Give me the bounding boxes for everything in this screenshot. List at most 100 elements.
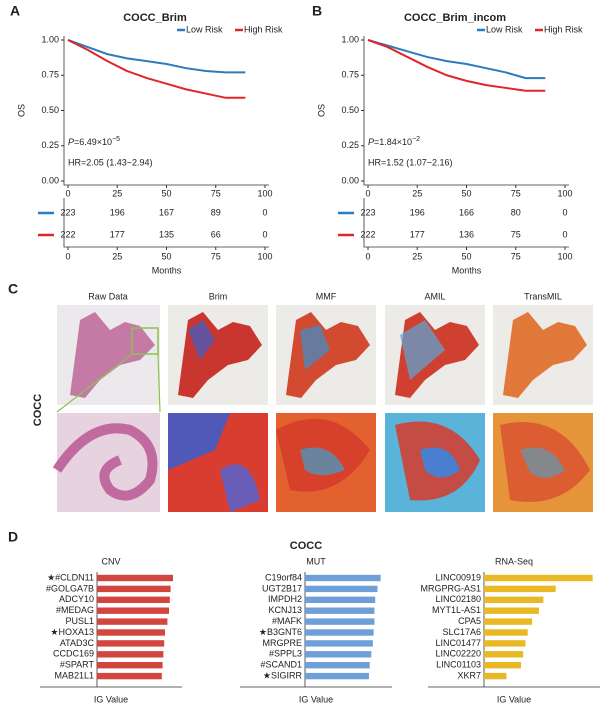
- at-risk-count: 196: [410, 207, 425, 217]
- legend-label: High Risk: [244, 24, 283, 34]
- x-tick-label: 0: [65, 188, 70, 198]
- legend-label: Low Risk: [486, 24, 523, 34]
- category-label: CPA5: [458, 616, 481, 626]
- x-tick-label: 100: [557, 188, 572, 198]
- at-risk-count: 222: [60, 229, 75, 239]
- panel-label: A: [10, 3, 20, 19]
- bar: [484, 629, 528, 636]
- y-tick-label: 1.00: [341, 34, 359, 44]
- x-tick-label: 25: [112, 251, 122, 261]
- x-tick-label: 75: [511, 251, 521, 261]
- category-label: LINC02220: [435, 649, 481, 659]
- table-axis: [363, 198, 569, 248]
- legend-label: High Risk: [544, 24, 583, 34]
- x-axis-label: Months: [452, 265, 482, 275]
- x-tick-label: 25: [412, 188, 422, 198]
- p-text: =6.49×10: [74, 137, 112, 147]
- at-risk-count: 223: [360, 207, 375, 217]
- at-risk-count: 0: [262, 207, 267, 217]
- bar: [484, 672, 507, 680]
- category-label: #MEDAG: [56, 605, 94, 615]
- bar: [484, 662, 521, 669]
- bar: [97, 662, 163, 669]
- bar: [305, 607, 375, 614]
- x-tick-label: 75: [511, 188, 521, 198]
- column-label: TransMIL: [524, 291, 562, 301]
- category-label: KCNJ13: [268, 605, 302, 615]
- panel-title: COCC: [290, 540, 322, 552]
- category-label: ★#CLDN11: [47, 572, 94, 582]
- bar: [305, 672, 369, 680]
- y-tick-label: 0.00: [41, 175, 59, 185]
- y-tick-label: 0.75: [341, 70, 359, 80]
- y-axis-label: OS: [16, 104, 26, 117]
- y-tick-label: 0.75: [41, 70, 59, 80]
- y-axis-label: OS: [316, 104, 326, 117]
- at-risk-count: 89: [211, 207, 221, 217]
- category-label: IMPDH2: [268, 594, 302, 604]
- x-axis-label: IG Value: [299, 694, 333, 704]
- axis: [63, 36, 269, 186]
- category-label: UGT2B17: [262, 583, 302, 593]
- at-risk-count: 0: [562, 229, 567, 239]
- bar: [97, 629, 165, 636]
- at-risk-count: 223: [60, 207, 75, 217]
- at-risk-count: 166: [459, 207, 474, 217]
- bar: [305, 629, 374, 636]
- bar: [484, 596, 544, 603]
- bar: [305, 596, 376, 603]
- category-label: SLC17A6: [442, 627, 481, 637]
- category-label: #GOLGA7B: [46, 583, 94, 593]
- bar: [97, 607, 169, 614]
- category-label: MYT1L-AS1: [432, 605, 481, 615]
- at-risk-count: 75: [511, 229, 521, 239]
- category-label: ★SIGIRR: [263, 670, 303, 680]
- chart-subtitle: MUT: [306, 556, 326, 566]
- survival-curve: [67, 39, 246, 99]
- column-label: MMF: [316, 291, 337, 301]
- category-label: CCDC169: [53, 649, 94, 659]
- table-axis: [63, 198, 269, 248]
- panel-label: D: [8, 529, 18, 545]
- category-label: LINC02180: [435, 594, 481, 604]
- survival-curve: [367, 39, 546, 80]
- bar: [97, 618, 168, 625]
- chart-title: COCC_Brim: [123, 12, 187, 24]
- category-label: LINC01477: [435, 638, 481, 648]
- bar: [484, 618, 533, 625]
- hazard-ratio: HR=1.52 (1.07−2.16): [368, 157, 453, 167]
- x-tick-label: 100: [557, 251, 572, 261]
- category-label: ★HOXA13: [50, 627, 94, 637]
- category-label: #SCAND1: [260, 660, 302, 670]
- p-value: P=6.49×10−5: [68, 136, 120, 148]
- at-risk-count: 0: [262, 229, 267, 239]
- category-label: PUSL1: [65, 616, 94, 626]
- at-risk-count: 196: [110, 207, 125, 217]
- category-label: ★B3GNT6: [259, 627, 302, 637]
- category-label: LINC00919: [435, 572, 481, 582]
- x-tick-label: 100: [257, 251, 272, 261]
- x-tick-label: 50: [161, 251, 171, 261]
- category-label: #MAFK: [272, 616, 302, 626]
- x-tick-label: 75: [211, 188, 221, 198]
- column-label: AMIL: [424, 291, 445, 301]
- bar: [305, 640, 373, 647]
- p-value: P=1.84×10−2: [368, 136, 420, 148]
- category-label: XKR7: [457, 670, 481, 680]
- at-risk-count: 135: [159, 229, 174, 239]
- at-risk-count: 177: [410, 229, 425, 239]
- chart-subtitle: RNA-Seq: [495, 556, 533, 566]
- panel-label: B: [312, 3, 322, 19]
- x-axis-label: IG Value: [94, 694, 128, 704]
- y-tick-label: 0.00: [341, 175, 359, 185]
- x-tick-label: 25: [112, 188, 122, 198]
- at-risk-count: 222: [360, 229, 375, 239]
- category-label: ATAD3C: [60, 638, 95, 648]
- y-tick-label: 0.50: [41, 105, 59, 115]
- bar: [484, 607, 539, 614]
- at-risk-count: 0: [562, 207, 567, 217]
- bar: [305, 618, 375, 625]
- x-tick-label: 50: [161, 188, 171, 198]
- x-tick-label: 50: [461, 251, 471, 261]
